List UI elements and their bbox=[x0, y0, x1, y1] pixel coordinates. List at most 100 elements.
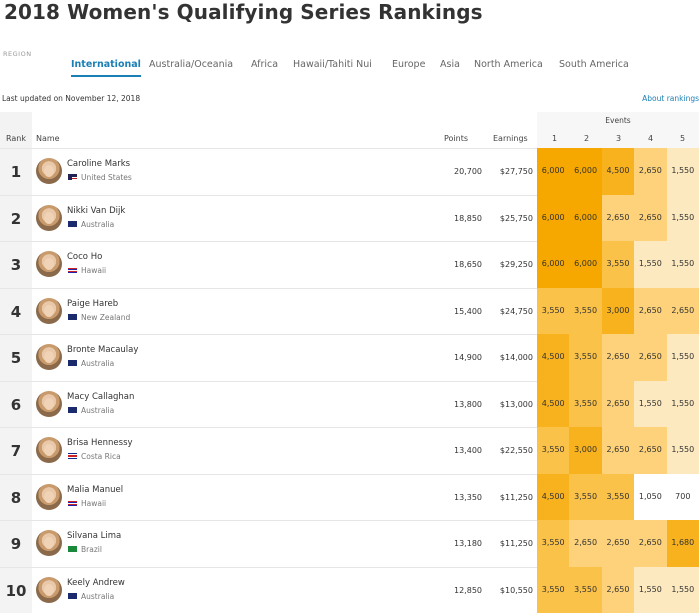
surfer-name[interactable]: Nikki Van Dijk bbox=[67, 206, 125, 216]
event-score: 1,550 bbox=[634, 567, 666, 614]
rank-value: 3 bbox=[0, 242, 32, 288]
surfer-name[interactable]: Malia Manuel bbox=[67, 485, 123, 495]
name-header: Name bbox=[36, 130, 60, 148]
event-score: 2,650 bbox=[602, 427, 634, 474]
earnings-value: $29,250 bbox=[500, 242, 533, 288]
event-score: 1,550 bbox=[667, 195, 699, 242]
event-score: 4,500 bbox=[602, 148, 634, 195]
surfer-name[interactable]: Coco Ho bbox=[67, 252, 102, 262]
event-score: 2,650 bbox=[667, 288, 699, 335]
earnings-value: $27,750 bbox=[500, 149, 533, 195]
event-score: 2,650 bbox=[634, 334, 666, 381]
tab-hawaii-tahiti-nui[interactable]: Hawaii/Tahiti Nui bbox=[293, 59, 372, 75]
avatar bbox=[36, 158, 62, 184]
tab-europe[interactable]: Europe bbox=[392, 59, 425, 75]
event-score: 3,000 bbox=[602, 288, 634, 335]
event-2-header: 2 bbox=[584, 130, 589, 148]
event-3-header: 3 bbox=[616, 130, 621, 148]
country-name: Australia bbox=[81, 592, 114, 601]
surfer-name[interactable]: Bronte Macaulay bbox=[67, 345, 138, 355]
flag-icon bbox=[68, 314, 77, 320]
event-score: 2,650 bbox=[634, 520, 666, 567]
avatar bbox=[36, 577, 62, 603]
surfer-name[interactable]: Silvana Lima bbox=[67, 531, 121, 541]
event-1-header: 1 bbox=[552, 130, 557, 148]
event-score: 1,550 bbox=[634, 381, 666, 428]
tab-north-america[interactable]: North America bbox=[474, 59, 543, 75]
event-score: 6,000 bbox=[569, 195, 601, 242]
last-updated-text: Last updated on November 12, 2018 bbox=[2, 94, 140, 103]
tab-asia[interactable]: Asia bbox=[440, 59, 460, 75]
surfer-name[interactable]: Caroline Marks bbox=[67, 159, 130, 169]
flag-icon bbox=[68, 267, 77, 273]
rank-value: 7 bbox=[0, 428, 32, 474]
rank-value: 1 bbox=[0, 149, 32, 195]
event-score: 3,550 bbox=[602, 241, 634, 288]
earnings-value: $11,250 bbox=[500, 521, 533, 567]
event-score: 3,550 bbox=[602, 474, 634, 521]
about-rankings-link[interactable]: About rankings bbox=[642, 94, 699, 103]
points-value: 18,850 bbox=[454, 196, 482, 242]
earnings-value: $25,750 bbox=[500, 196, 533, 242]
region-label: REGION bbox=[3, 50, 32, 58]
country-name: Hawaii bbox=[81, 266, 106, 275]
surfer-country: New Zealand bbox=[68, 313, 130, 322]
flag-icon bbox=[68, 221, 77, 227]
points-value: 13,800 bbox=[454, 382, 482, 428]
event-score: 1,550 bbox=[634, 241, 666, 288]
points-value: 14,900 bbox=[454, 335, 482, 381]
tab-international[interactable]: International bbox=[71, 59, 141, 77]
surfer-name[interactable]: Paige Hareb bbox=[67, 299, 118, 309]
event-score: 2,650 bbox=[634, 195, 666, 242]
earnings-value: $14,000 bbox=[500, 335, 533, 381]
surfer-country: Australia bbox=[68, 592, 114, 601]
event-score: 6,000 bbox=[537, 195, 569, 242]
event-score: 1,050 bbox=[634, 474, 666, 521]
surfer-country: Costa Rica bbox=[68, 452, 121, 461]
points-value: 15,400 bbox=[454, 289, 482, 335]
event-score: 3,550 bbox=[569, 381, 601, 428]
points-value: 18,650 bbox=[454, 242, 482, 288]
event-score: 3,550 bbox=[537, 288, 569, 335]
event-score: 4,500 bbox=[537, 334, 569, 381]
surfer-name[interactable]: Brisa Hennessy bbox=[67, 438, 133, 448]
rank-value: 2 bbox=[0, 196, 32, 242]
country-name: Australia bbox=[81, 359, 114, 368]
event-score: 2,650 bbox=[634, 427, 666, 474]
flag-icon bbox=[68, 407, 77, 413]
rank-value: 10 bbox=[0, 568, 32, 614]
earnings-value: $13,000 bbox=[500, 382, 533, 428]
event-score: 2,650 bbox=[602, 334, 634, 381]
flag-icon bbox=[68, 453, 77, 459]
flag-icon bbox=[68, 360, 77, 366]
earnings-header: Earnings bbox=[493, 130, 528, 148]
events-header: Events bbox=[537, 112, 699, 126]
event-score: 2,650 bbox=[602, 195, 634, 242]
points-header: Points bbox=[444, 130, 468, 148]
surfer-country: United States bbox=[68, 173, 132, 182]
event-score: 6,000 bbox=[537, 148, 569, 195]
points-value: 13,400 bbox=[454, 428, 482, 474]
event-score: 1,680 bbox=[667, 520, 699, 567]
event-score: 2,650 bbox=[634, 148, 666, 195]
surfer-name[interactable]: Macy Callaghan bbox=[67, 392, 134, 402]
avatar bbox=[36, 344, 62, 370]
tab-australia-oceania[interactable]: Australia/Oceania bbox=[149, 59, 233, 75]
earnings-value: $24,750 bbox=[500, 289, 533, 335]
avatar bbox=[36, 251, 62, 277]
surfer-country: Brazil bbox=[68, 545, 102, 554]
surfer-name[interactable]: Keely Andrew bbox=[67, 578, 125, 588]
tab-south-america[interactable]: South America bbox=[559, 59, 629, 75]
event-score: 3,550 bbox=[537, 427, 569, 474]
tab-africa[interactable]: Africa bbox=[251, 59, 278, 75]
